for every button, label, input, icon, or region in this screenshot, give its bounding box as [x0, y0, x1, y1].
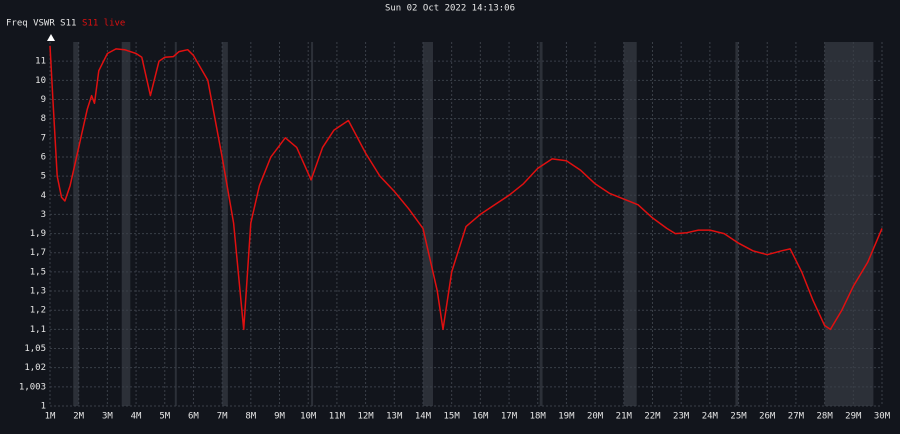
x-tick-label: 5M: [159, 412, 170, 422]
x-tick-label: 7M: [217, 412, 228, 422]
x-tick-label: 20M: [587, 412, 604, 422]
y-tick-label: 1: [41, 402, 46, 412]
x-tick-label: 17M: [501, 412, 518, 422]
y-tick-label: 5: [41, 172, 46, 182]
band: [623, 42, 637, 406]
band: [121, 42, 131, 406]
band: [174, 42, 177, 406]
y-tick-label: 1,5: [30, 267, 46, 277]
x-tick-label: 16M: [472, 412, 489, 422]
data-line: [49, 45, 883, 331]
legend-label: Freq VSWR S11: [6, 19, 76, 29]
x-tick-label: 30M: [874, 412, 891, 422]
x-tick-label: 14M: [415, 412, 432, 422]
band: [422, 42, 434, 406]
y-tick-label: 8: [41, 114, 46, 124]
y-tick-label: 1,9: [30, 229, 46, 239]
y-tick-label: 3: [41, 210, 46, 220]
y-tick-label: 6: [41, 152, 46, 162]
x-tick-label: 24M: [702, 412, 719, 422]
band: [539, 42, 543, 406]
y-tick-label: 9: [41, 95, 46, 105]
y-tick-label: 1,7: [30, 248, 46, 258]
y-tick-label: 10: [35, 76, 46, 86]
x-tick-label: 27M: [788, 412, 805, 422]
x-tick-label: 4M: [131, 412, 142, 422]
band: [311, 42, 314, 406]
x-tick-label: 1M: [45, 412, 56, 422]
y-tick-label: 1,3: [30, 287, 46, 297]
x-tick-label: 29M: [845, 412, 862, 422]
x-tick-label: 22M: [644, 412, 661, 422]
x-tick-label: 21M: [616, 412, 633, 422]
x-tick-label: 8M: [245, 412, 256, 422]
y-tick-label: 1,003: [19, 382, 46, 392]
chart-title: Sun 02 Oct 2022 14:13:06: [385, 4, 515, 14]
band: [73, 42, 79, 406]
x-tick-label: 12M: [357, 412, 374, 422]
x-tick-label: 28M: [816, 412, 833, 422]
y-tick-label: 1,05: [24, 344, 46, 354]
x-tick-label: 18M: [530, 412, 547, 422]
y-tick-label: 1,2: [30, 306, 46, 316]
x-tick-label: 9M: [274, 412, 285, 422]
x-tick-label: 10M: [300, 412, 317, 422]
y-tick-label: 4: [41, 191, 46, 201]
legend-entry: S11 live: [82, 19, 125, 29]
y-tick-label: 7: [41, 133, 46, 143]
x-tick-label: 19M: [558, 412, 575, 422]
x-tick-label: 11M: [329, 412, 346, 422]
band: [222, 42, 228, 406]
y-tick-label: 11: [35, 57, 46, 67]
x-tick-label: 15M: [444, 412, 461, 422]
x-tick-label: 2M: [73, 412, 84, 422]
band: [824, 42, 874, 406]
y-tick-label: 1,02: [24, 363, 46, 373]
x-tick-label: 26M: [759, 412, 776, 422]
band: [735, 42, 739, 406]
x-tick-label: 25M: [730, 412, 747, 422]
marker: [47, 34, 55, 41]
y-tick-label: 1,1: [30, 325, 46, 335]
x-tick-label: 3M: [102, 412, 113, 422]
x-tick-label: 23M: [673, 412, 690, 422]
x-tick-label: 6M: [188, 412, 199, 422]
x-tick-label: 13M: [386, 412, 403, 422]
